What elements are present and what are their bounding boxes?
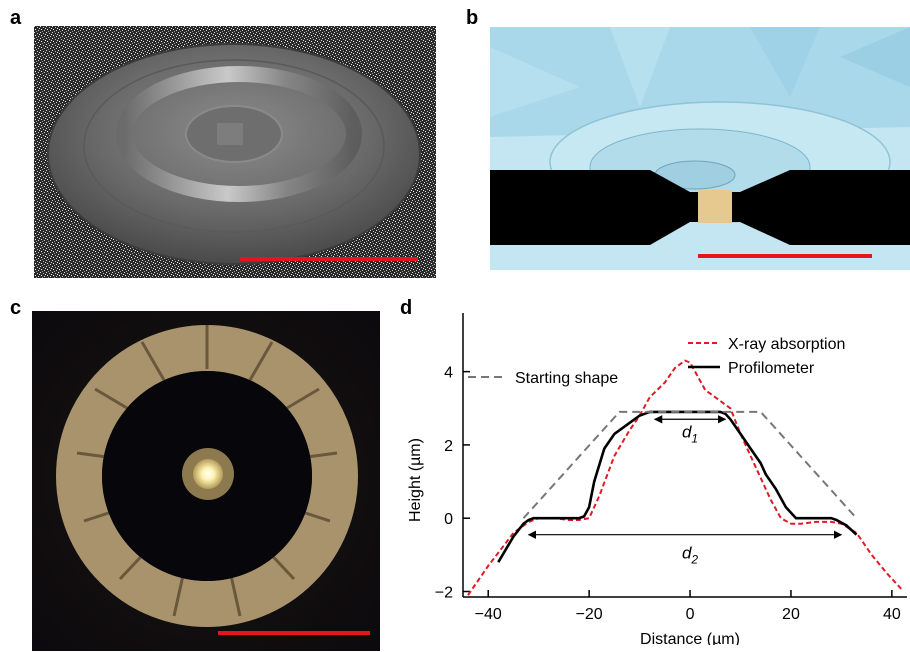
y-tick-label: 4 — [444, 365, 453, 382]
y-axis-label: Height (µm) — [407, 438, 424, 522]
schematic-image — [490, 27, 910, 270]
y-tick-label: 0 — [444, 511, 453, 528]
sample-pillar — [698, 190, 732, 223]
dimension-label-d1: d1 — [682, 423, 698, 446]
scale-bar-c — [218, 631, 370, 635]
series-line-starting-shape — [522, 410, 858, 519]
x-tick-label: 0 — [686, 606, 695, 623]
scale-bar-a — [240, 257, 418, 261]
sem-image — [34, 26, 436, 278]
x-tick-label: 40 — [883, 606, 901, 623]
x-axis-label: Distance (µm) — [640, 631, 740, 645]
x-tick-label: −40 — [475, 606, 502, 623]
legend-label-xray: X-ray absorption — [728, 336, 845, 353]
panel-label-d: d — [400, 297, 413, 319]
legend-label-starting-shape: Starting shape — [515, 370, 618, 387]
x-tick-label: −20 — [576, 606, 603, 623]
legend-label-profilometer: Profilometer — [728, 360, 815, 377]
panel-label-a: a — [10, 7, 22, 29]
dimension-label-d2: d2 — [682, 544, 698, 567]
y-tick-label: 2 — [444, 438, 453, 455]
panel-label-c: c — [10, 297, 22, 319]
scale-bar-b — [698, 254, 872, 258]
x-tick-label: 20 — [782, 606, 800, 623]
optical-image — [32, 311, 380, 651]
panel-label-b: b — [466, 7, 479, 29]
y-tick-label: −2 — [435, 585, 453, 602]
